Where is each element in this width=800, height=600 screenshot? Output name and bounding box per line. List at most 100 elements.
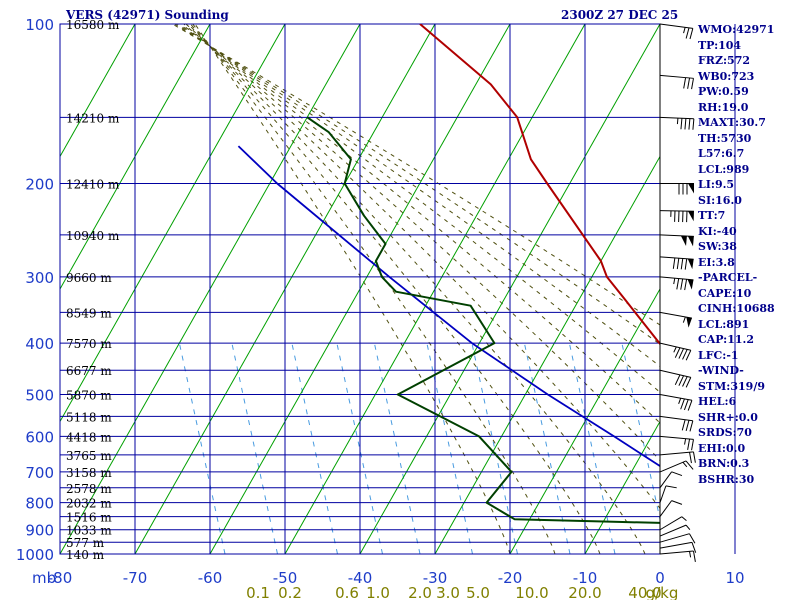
wind-barb-full (689, 533, 696, 544)
wind-barb-full (691, 439, 694, 451)
wind-barb-full (682, 376, 688, 387)
wind-barb-full (674, 374, 681, 386)
wind-barb-half (682, 461, 688, 468)
wind-barb-pennant (687, 279, 694, 290)
wind-barb-full (691, 78, 694, 90)
wind-barb-full (689, 28, 694, 40)
height-label: 5118 m (66, 410, 112, 424)
wind-barb-staff (659, 369, 691, 378)
stat-item: FRZ:572 (698, 54, 751, 67)
temperature-tick-label: -70 (123, 569, 148, 587)
wind-barb-full (678, 348, 685, 359)
wind-barb-staff (659, 485, 667, 503)
wind-barb-full (691, 542, 697, 553)
wind-barb-column (659, 23, 697, 562)
mixing-ratio-label: 5.0 (466, 584, 490, 600)
stat-item: BSHR:30 (698, 472, 755, 486)
parcel-trace-line (237, 145, 660, 468)
pressure-tick-label: 700 (25, 464, 54, 482)
wind-barb-half (683, 27, 686, 34)
mixing-ratio-label: 0.6 (335, 584, 359, 600)
mixing-ratio-line (178, 342, 226, 554)
stat-item: LCL:989 (698, 162, 750, 176)
pressure-tick-label: 600 (25, 428, 54, 446)
height-label: 9660 m (66, 271, 112, 285)
height-label: 14210 m (66, 111, 120, 125)
moist-adiabat-line (190, 24, 601, 554)
temperature-tick-label: -20 (498, 569, 523, 587)
temperature-tick-label: -40 (348, 569, 373, 587)
wind-barb-full (672, 257, 676, 269)
wind-barb-full (689, 452, 692, 464)
stat-item: LCL:891 (698, 317, 750, 331)
wind-barb-pennant (687, 236, 694, 247)
wind-barb-full (687, 438, 691, 450)
wind-barb-full (681, 419, 686, 431)
temperature-tick-label: -60 (198, 569, 223, 587)
pressure-tick-label: 400 (25, 335, 54, 353)
stat-item: WB0:723 (698, 69, 755, 83)
sounding-indices-list: WMO:42971 TP:104 FRZ:572 WB0:723 PW:0.59 RH:1… (698, 22, 775, 487)
mixing-ratio-line (426, 342, 473, 554)
wind-barb-half (676, 118, 679, 125)
wind-barb-half (684, 438, 687, 445)
wind-barb-half (682, 316, 686, 323)
mixing-ratio-label: 1.0 (366, 584, 390, 600)
stat-item: MAXT:30.7 (698, 116, 766, 129)
dewpoint-line (306, 116, 660, 524)
mixing-ratio-line (523, 342, 571, 554)
height-label: 140 m (66, 548, 105, 562)
stat-item: L57:6.7 (698, 147, 745, 160)
wind-barb-half (681, 516, 687, 521)
pressure-tick-label: 1000 (16, 546, 54, 564)
wind-barb-pennant (687, 258, 694, 270)
wind-barb-staff (659, 74, 694, 79)
stat-item: EHI:0.0 (698, 441, 746, 455)
wind-barb-full (685, 420, 690, 432)
stat-item: SHR+:0.0 (698, 410, 758, 424)
temperature-tick-label: -80 (48, 569, 73, 587)
stat-item: HEL:6 (698, 395, 737, 408)
wind-barb-staff (659, 460, 687, 473)
isotherm-line (509, 287, 660, 554)
wind-barb-full (680, 278, 684, 290)
wind-barb-pennant (686, 317, 692, 328)
temperature-tick-label: -50 (273, 569, 298, 587)
temperature-tick-label: -10 (573, 569, 598, 587)
stat-item: SI:16.0 (698, 193, 742, 207)
wind-barb-half (673, 346, 677, 353)
wind-barb-pennant (687, 211, 694, 222)
pressure-tick-label: 900 (25, 522, 54, 540)
wind-barb-pennant (688, 183, 694, 194)
stat-item: TH:5730 (698, 131, 752, 145)
height-label: 1516 m (66, 511, 112, 525)
wind-barb-full (665, 485, 677, 489)
height-label: 3765 m (66, 449, 112, 463)
isotherm-line (60, 24, 211, 291)
stat-item: CAPE:10 (698, 286, 752, 300)
wind-barb-full (678, 375, 685, 386)
stat-item: RH:19.0 (698, 100, 749, 114)
stat-item: SW:38 (698, 240, 737, 253)
height-label: 8549 m (66, 306, 112, 320)
mixing-ratio-line (231, 342, 278, 554)
stat-item: STM:319/9 (698, 379, 765, 393)
wind-barb-staff (659, 393, 693, 401)
wind-barb-staff (659, 550, 694, 555)
moist-adiabat-line (185, 24, 660, 510)
temperature-tick-label: 10 (725, 569, 744, 587)
mixing-ratio-line (336, 342, 383, 554)
temperature-line (419, 24, 660, 346)
height-label: 5870 m (66, 388, 112, 402)
wind-barb-staff (659, 451, 694, 456)
height-label: 12410 m (66, 178, 120, 192)
height-label: 577 m (66, 536, 105, 550)
wind-barb-staff (659, 234, 694, 237)
mixing-ratio-line (291, 342, 338, 554)
wind-barb-full (683, 399, 689, 411)
wind-barb-full (676, 258, 680, 270)
wind-barb-half (689, 551, 692, 558)
pressure-tick-label: 800 (25, 495, 54, 513)
wind-barb-staff (659, 415, 693, 422)
